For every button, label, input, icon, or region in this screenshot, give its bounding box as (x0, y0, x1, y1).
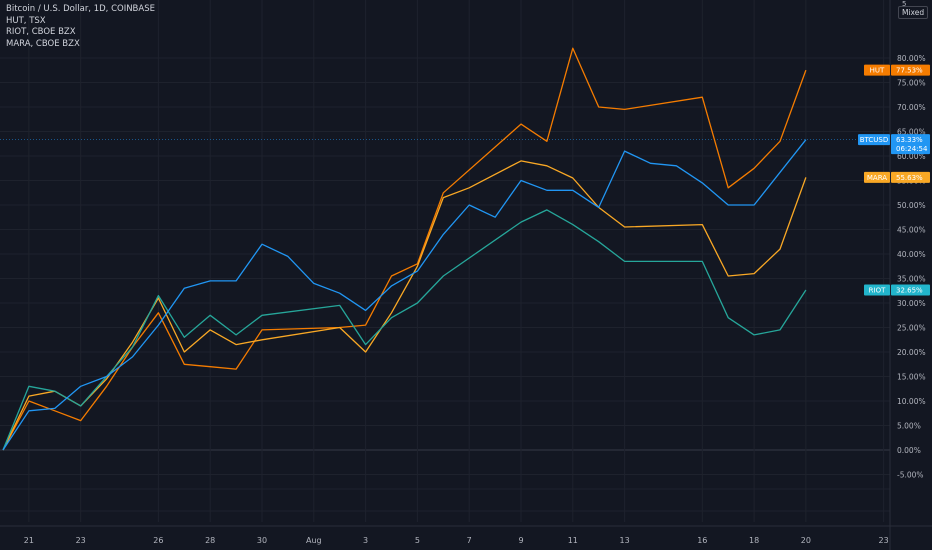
x-tick-label: 26 (153, 536, 163, 545)
y-tick-label: 80.00% (897, 54, 926, 63)
chart-legend: Bitcoin / U.S. Dollar, 1D, COINBASE HUT,… (6, 4, 155, 50)
y-tick-label: 70.00% (897, 103, 926, 112)
x-tick-label: 9 (518, 536, 523, 545)
x-tick-label: 30 (257, 536, 267, 545)
series-name-tag-hut (864, 64, 890, 76)
x-tick-label: 21 (24, 536, 34, 545)
x-tick-label: 23 (76, 536, 86, 545)
btcusd-countdown: 06:24:54 (896, 145, 928, 153)
x-tick-label: 23 (879, 536, 889, 545)
series-line-btcusd (2, 139, 807, 451)
series-name-tag-btcusd (858, 134, 890, 146)
y-tick-label: 5.00% (897, 422, 921, 431)
x-tick-label: Aug (306, 536, 322, 545)
series-name-tag-text: RIOT (869, 287, 886, 295)
y-tick-label: 65.00% (897, 128, 926, 137)
series-name-tag-text: MARA (867, 174, 887, 182)
x-tick-label: 3 (363, 536, 368, 545)
x-tick-label: 18 (749, 536, 759, 545)
last-value-text: 55.63% (896, 174, 923, 182)
y-tick-label: 25.00% (897, 324, 926, 333)
y-tick-label: 45.00% (897, 226, 926, 235)
last-value-text: 32.65% (896, 287, 923, 295)
last-value-tag-mara (891, 171, 930, 183)
x-tick-label: 11 (568, 536, 578, 545)
series-line-riot (2, 209, 807, 451)
x-tick-label: 20 (801, 536, 811, 545)
y-tick-label: 75.00% (897, 79, 926, 88)
y-tick-label: 10.00% (897, 397, 926, 406)
y-tick-label: 15.00% (897, 373, 926, 382)
legend-main-symbol[interactable]: Bitcoin / U.S. Dollar, 1D, COINBASE (6, 4, 155, 14)
series-name-tag-text: HUT (870, 67, 885, 75)
x-tick-label: 7 (467, 536, 472, 545)
y-tick-label: 35.00% (897, 275, 926, 284)
top-right-glyph: 5 (902, 0, 907, 8)
last-value-text: 63.33% (896, 136, 923, 144)
y-tick-label: -5.00% (897, 471, 924, 480)
x-tick-label: 13 (620, 536, 630, 545)
legend-symbol-mara[interactable]: MARA, CBOE BZX (6, 38, 80, 49)
scale-mode-button[interactable]: Mixed (898, 6, 929, 19)
y-tick-label: 20.00% (897, 348, 926, 357)
x-tick-label: 28 (205, 536, 215, 545)
x-tick-label: 5 (415, 536, 420, 545)
x-tick-label: 16 (697, 536, 707, 545)
y-tick-label: 50.00% (897, 201, 926, 210)
legend-symbol-hut[interactable]: HUT, TSX (6, 15, 46, 26)
last-value-text: 77.53% (896, 67, 923, 75)
y-tick-label: 40.00% (897, 250, 926, 259)
legend-symbol-riot[interactable]: RIOT, CBOE BZX (6, 27, 76, 37)
y-tick-label: 60.00% (897, 152, 926, 161)
y-tick-label: 0.00% (897, 446, 921, 455)
series-name-tag-text: BTCUSD (860, 136, 889, 144)
y-tick-label: 30.00% (897, 299, 926, 308)
series-name-tag-riot (864, 284, 890, 296)
series-line-hut (2, 47, 807, 451)
last-value-tag-hut (891, 64, 930, 76)
last-value-tag-riot (891, 284, 930, 296)
last-value-tag-btcusd (891, 134, 930, 155)
series-name-tag-mara (864, 171, 890, 183)
